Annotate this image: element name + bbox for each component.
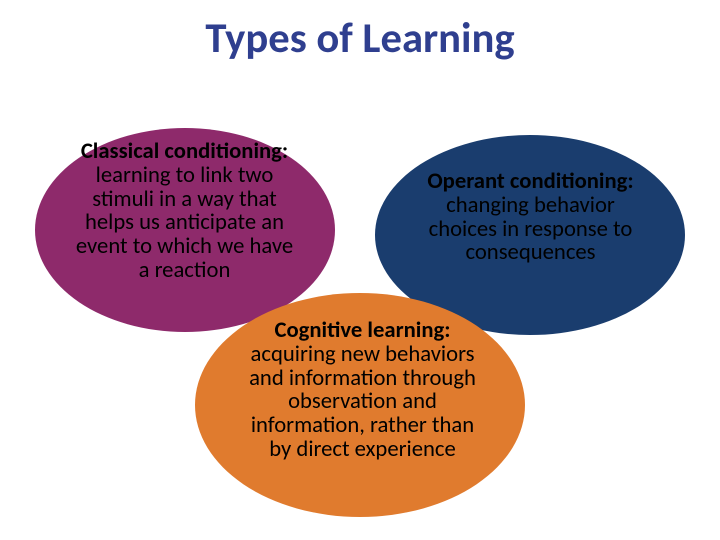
- text-operant-body: changing behavior choices in response to…: [429, 191, 633, 267]
- text-classical: Classical conditioning: learning to link…: [72, 140, 297, 283]
- text-operant: Operant conditioning: changing behavior …: [418, 170, 643, 265]
- text-classical-body: learning to link two stimuli in a way th…: [76, 161, 293, 284]
- text-cognitive: Cognitive learning: acquiring new behavi…: [240, 319, 485, 462]
- text-cognitive-body: acquiring new behaviors and information …: [249, 340, 476, 463]
- slide-title: Types of Learning: [0, 12, 720, 64]
- slide: Types of Learning Classical conditioning…: [0, 0, 720, 540]
